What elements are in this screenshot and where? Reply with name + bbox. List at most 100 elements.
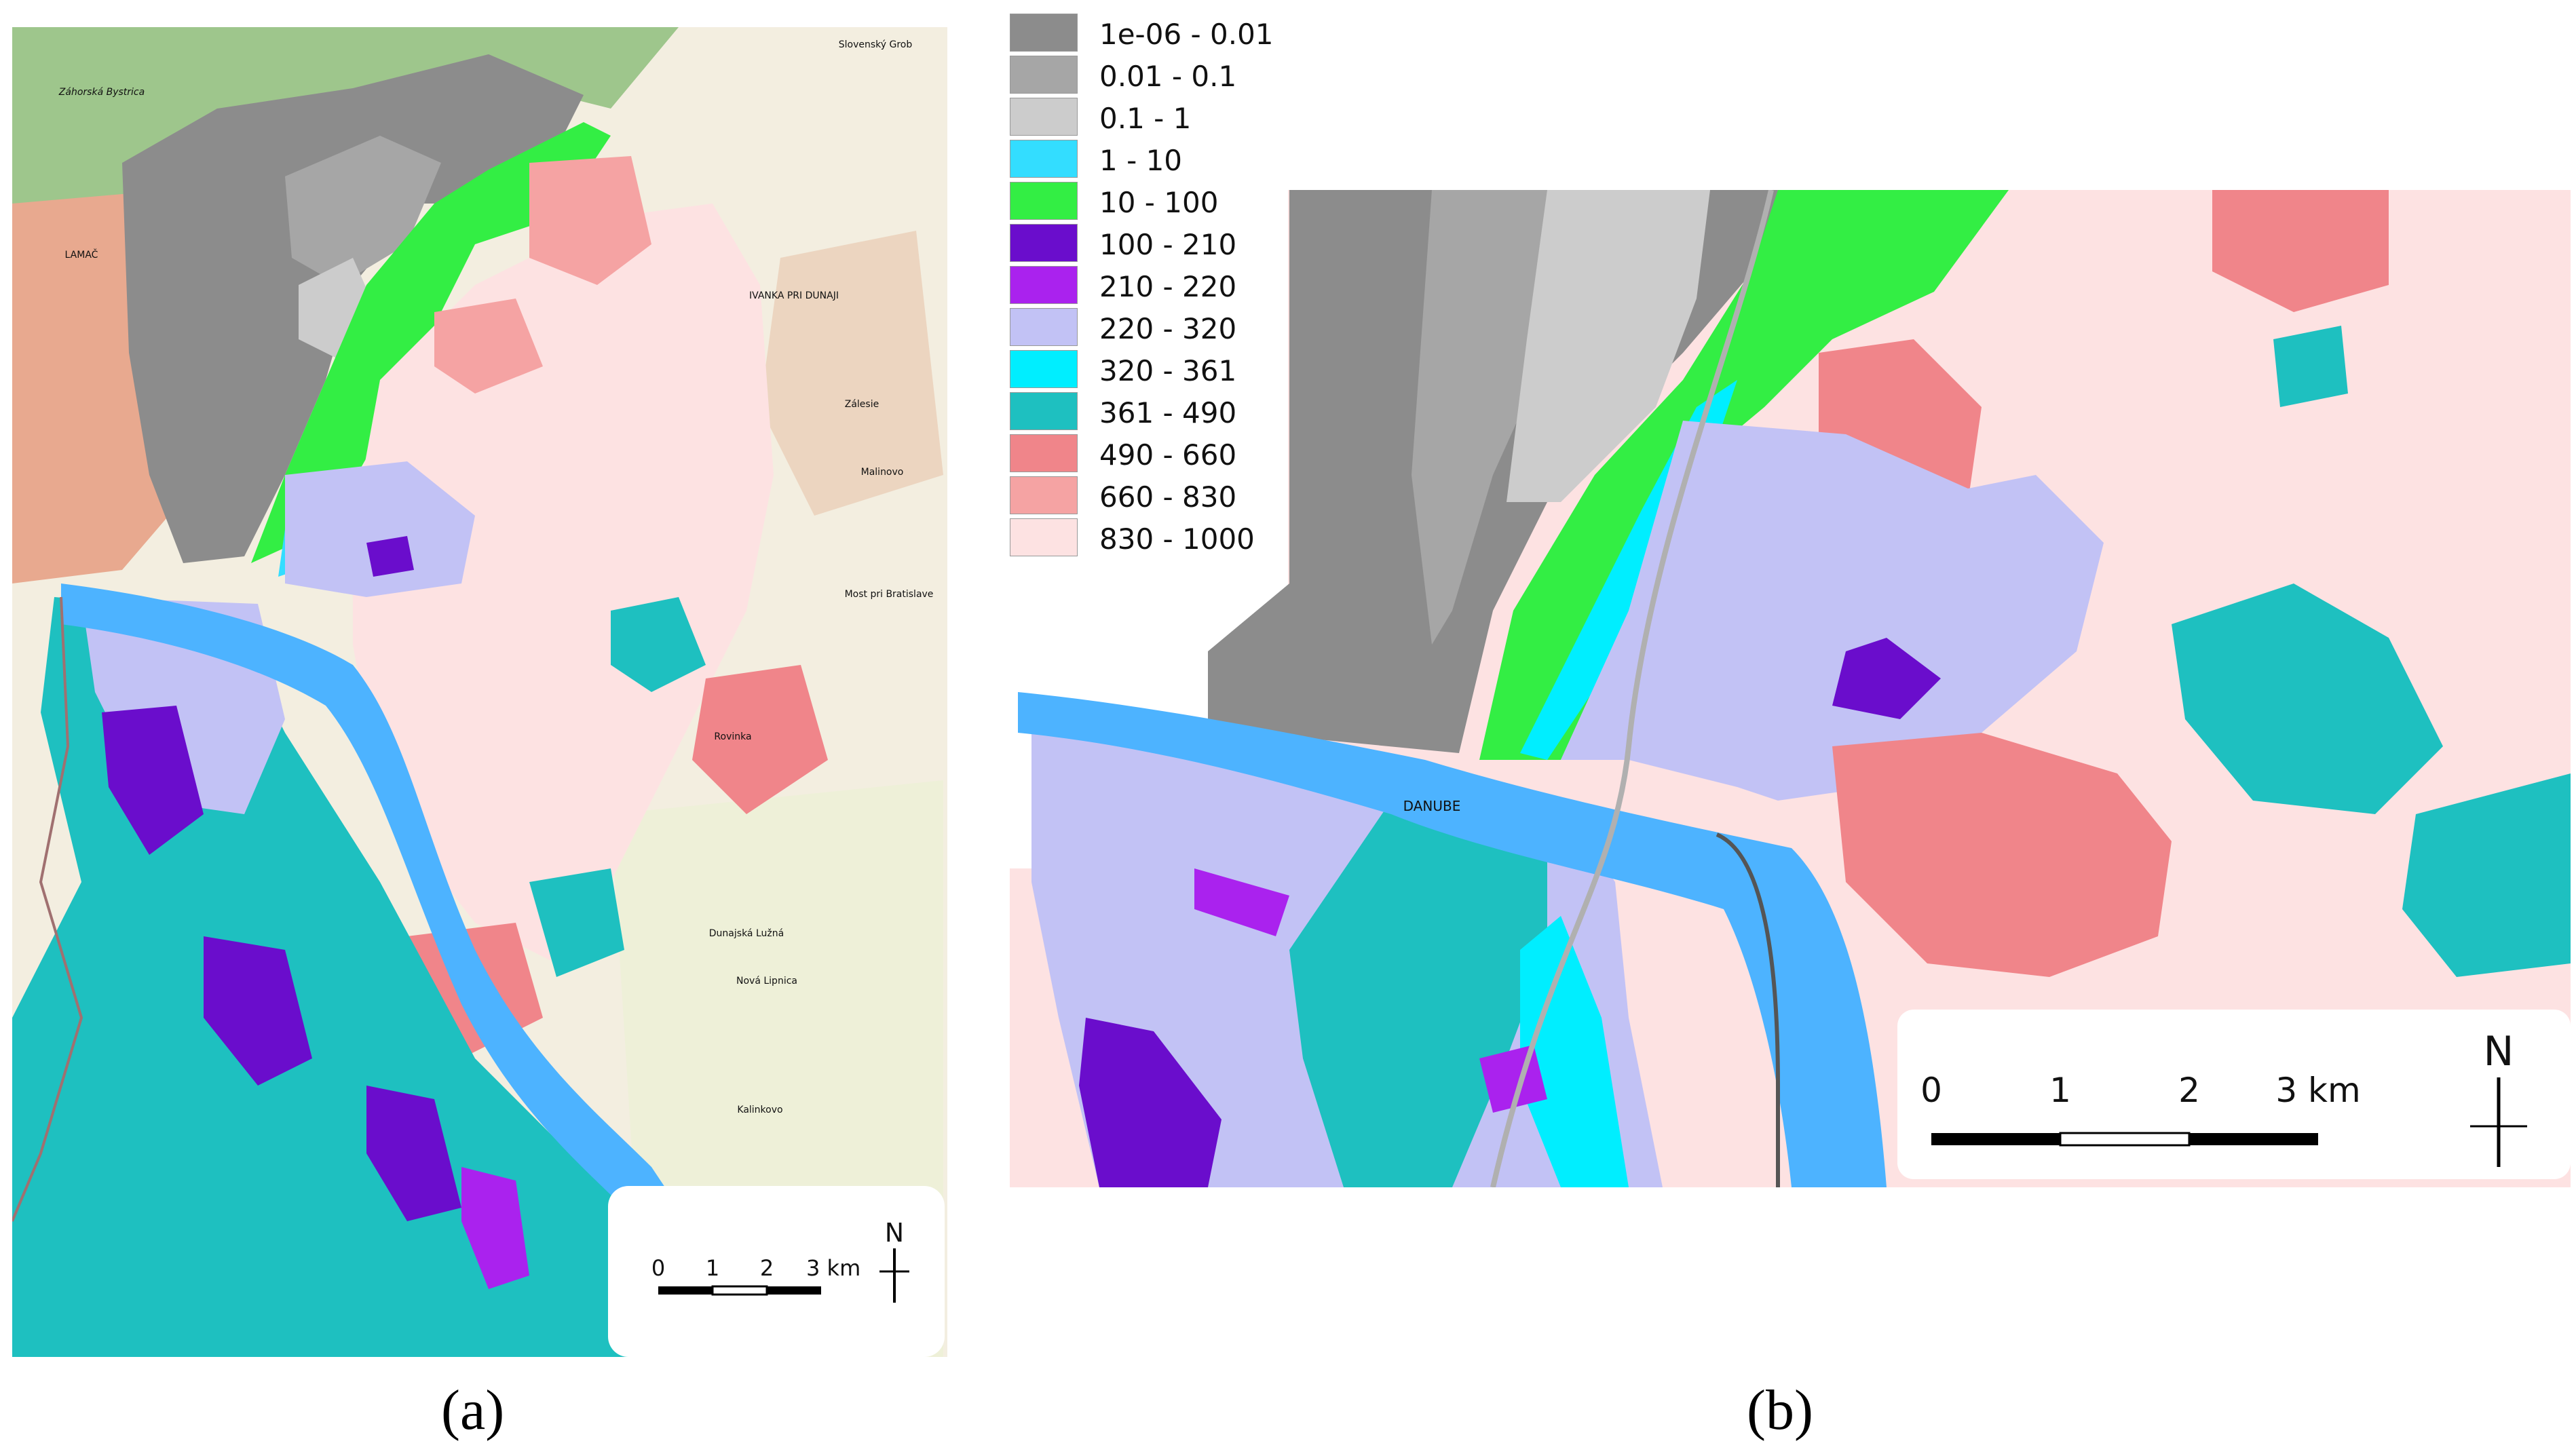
legend-item: 10 - 100 bbox=[1010, 182, 1295, 220]
purple-patches-a-3 bbox=[366, 1086, 461, 1221]
legend-item: 320 - 361 bbox=[1010, 350, 1295, 388]
gray-zone-b-mid bbox=[1412, 190, 1554, 645]
legend-item: 0.01 - 0.1 bbox=[1010, 56, 1295, 94]
danube-river-a bbox=[61, 583, 679, 1221]
legend-label: 361 - 490 bbox=[1099, 396, 1237, 429]
legend-item: 660 - 830 bbox=[1010, 476, 1295, 514]
legend-item: 210 - 220 bbox=[1010, 266, 1295, 304]
gray-zone-a-dark bbox=[122, 54, 584, 563]
legend-swatch bbox=[1010, 434, 1078, 472]
place-name-label: Most pri Bratislave bbox=[845, 589, 934, 600]
legend-item: 1e-06 - 0.01 bbox=[1010, 14, 1295, 52]
legend-label: 660 - 830 bbox=[1099, 480, 1237, 514]
scale-tick-label-b: 3 km bbox=[2275, 1071, 2360, 1110]
cyan-zone-b-south bbox=[1520, 916, 1629, 1187]
place-name-label: Malinovo bbox=[861, 467, 904, 478]
legend-item: 0.1 - 1 bbox=[1010, 98, 1295, 136]
place-name-label: Rovinka bbox=[714, 731, 751, 742]
purple-patches-a-4 bbox=[461, 1167, 529, 1289]
legend-swatch bbox=[1010, 392, 1078, 430]
legend-item: 490 - 660 bbox=[1010, 434, 1295, 472]
teal-blob-a-2 bbox=[529, 868, 624, 977]
legend-label: 1e-06 - 0.01 bbox=[1099, 18, 1274, 51]
purple-patches-b-1 bbox=[1079, 1018, 1221, 1187]
legend-item: 100 - 210 bbox=[1010, 224, 1295, 262]
legend-label: 100 - 210 bbox=[1099, 228, 1237, 261]
scale-bar-background-a bbox=[608, 1186, 945, 1357]
teal-zone-b-east-2 bbox=[2402, 773, 2571, 977]
pink-zone-a-north bbox=[353, 204, 774, 963]
legend-label: 1 - 10 bbox=[1099, 144, 1183, 177]
legend-swatch bbox=[1010, 476, 1078, 514]
gray-zone-b-light bbox=[1507, 190, 1710, 502]
legend-item: 220 - 320 bbox=[1010, 308, 1295, 346]
road-line-b bbox=[1716, 832, 1780, 1187]
danube-river-b bbox=[1018, 692, 1887, 1187]
svg-text-layer: 0 1 2 3 km N 0 1 2 3 km N DANUBE Záhorská Bystrica L… bbox=[58, 39, 2514, 1281]
pink-blob-a-1 bbox=[529, 156, 651, 285]
place-name-label: Nová Lipnica bbox=[736, 976, 797, 986]
legend-swatch bbox=[1010, 308, 1078, 346]
legend-label: 830 - 1000 bbox=[1099, 522, 1255, 556]
legend-swatch bbox=[1010, 224, 1078, 262]
scale-tick-label-a: 1 bbox=[706, 1255, 719, 1281]
scale-bar-background-b bbox=[1897, 1010, 2571, 1179]
purple-patches-b-2 bbox=[1194, 868, 1289, 936]
highway-line-b bbox=[1490, 190, 1774, 1187]
legend-swatch bbox=[1010, 56, 1078, 94]
place-name-label: Dunajská Lužná bbox=[709, 928, 784, 939]
scale-segment-b-1 bbox=[1931, 1133, 2060, 1145]
purple-blob-b bbox=[1832, 638, 1941, 719]
pink-blob-a-2 bbox=[434, 299, 543, 394]
legend-label: 220 - 320 bbox=[1099, 312, 1237, 345]
scale-tick-label-b: 0 bbox=[1920, 1071, 1942, 1110]
purple-blob-a bbox=[366, 536, 414, 577]
pink-blob-a-3 bbox=[692, 665, 828, 814]
scale-segment-a-2 bbox=[711, 1285, 768, 1296]
north-label-b: N bbox=[2484, 1028, 2514, 1075]
legend-swatch bbox=[1010, 98, 1078, 136]
legend-label: 320 - 361 bbox=[1099, 354, 1237, 387]
scale-bar-box-a bbox=[608, 1186, 945, 1357]
purple-patches-b-3 bbox=[1479, 1045, 1547, 1113]
scale-tick-label-a: 0 bbox=[651, 1255, 665, 1281]
legend-item: 361 - 490 bbox=[1010, 392, 1295, 430]
urban-area-a-ivanka bbox=[760, 231, 943, 516]
legend-item: 1 - 10 bbox=[1010, 140, 1295, 178]
scale-bar-box-b bbox=[1897, 1010, 2571, 1179]
place-name-label: Slovenský Grob bbox=[839, 39, 913, 50]
place-name-label: Zálesie bbox=[845, 399, 879, 410]
legend-label: 0.01 - 0.1 bbox=[1099, 60, 1237, 93]
scale-segment-a-1 bbox=[658, 1286, 713, 1295]
legend-label: 210 - 220 bbox=[1099, 270, 1237, 303]
legend: 1e-06 - 0.01 0.01 - 0.1 0.1 - 1 1 - 10 10 - … bbox=[1010, 14, 1295, 567]
green-zone-a bbox=[251, 122, 611, 563]
pink-blob-b-2 bbox=[2212, 190, 2389, 312]
place-name-label: IVANKA PRI DUNAJI bbox=[749, 290, 839, 301]
legend-item: 830 - 1000 bbox=[1010, 518, 1295, 556]
scale-tick-label-b: 2 bbox=[2178, 1071, 2200, 1110]
legend-swatch bbox=[1010, 266, 1078, 304]
legend-swatch bbox=[1010, 182, 1078, 220]
lavender-zone-a bbox=[285, 461, 475, 597]
teal-blob-b-1 bbox=[2273, 326, 2348, 407]
scale-segment-b-3 bbox=[2189, 1133, 2318, 1145]
legend-swatch bbox=[1010, 350, 1078, 388]
scale-tick-label-a: 3 km bbox=[806, 1255, 860, 1281]
legend-label: 490 - 660 bbox=[1099, 438, 1237, 472]
legend-swatch bbox=[1010, 140, 1078, 178]
lavender-zone-b bbox=[1561, 421, 2104, 801]
caption-b: (b) bbox=[1747, 1379, 1813, 1442]
teal-zone-b-south bbox=[1289, 787, 1547, 1187]
legend-label: 10 - 100 bbox=[1099, 186, 1219, 219]
legend-label: 0.1 - 1 bbox=[1099, 102, 1192, 135]
boundary-line-a bbox=[12, 596, 83, 1222]
scale-segment-b-2 bbox=[2059, 1132, 2191, 1147]
teal-zone-b-east-1 bbox=[2172, 583, 2443, 814]
legend-swatch bbox=[1010, 518, 1078, 556]
purple-patches-a-1 bbox=[102, 706, 204, 855]
place-name-label: Kalinkovo bbox=[737, 1105, 782, 1115]
river-label-b: DANUBE bbox=[1403, 798, 1461, 814]
map-panel-a bbox=[12, 27, 947, 1357]
